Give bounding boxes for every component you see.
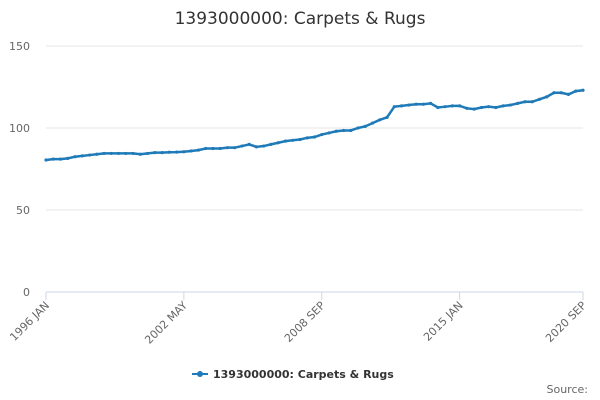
legend-marker <box>197 371 203 377</box>
point <box>124 151 128 156</box>
point <box>298 137 302 142</box>
x-tick-label: 2008 SEP <box>282 299 328 345</box>
point <box>66 156 70 160</box>
point <box>494 105 498 110</box>
point <box>508 103 513 107</box>
point <box>443 105 447 109</box>
point <box>247 142 251 146</box>
point <box>44 158 48 162</box>
point <box>283 139 288 143</box>
point <box>552 91 556 95</box>
y-tick-label: 0 <box>23 286 30 299</box>
line <box>45 89 584 162</box>
point <box>153 151 157 155</box>
point <box>566 92 571 96</box>
point <box>458 104 462 108</box>
point <box>276 141 280 145</box>
x-tick-label: 2002 MAY <box>142 299 190 347</box>
point <box>58 157 63 161</box>
point <box>516 101 520 105</box>
point <box>436 105 440 110</box>
y-tick-label: 100 <box>9 122 30 135</box>
point <box>523 100 527 104</box>
point <box>537 97 542 101</box>
y-tick-label: 150 <box>9 40 30 53</box>
point <box>414 102 418 106</box>
x-tick-label: 2020 SEP <box>543 299 589 345</box>
point <box>530 100 534 104</box>
point <box>320 132 324 137</box>
point <box>429 101 433 105</box>
point <box>87 153 92 157</box>
point <box>574 89 578 93</box>
point <box>240 144 244 148</box>
point <box>204 146 208 151</box>
point <box>487 105 491 109</box>
point <box>189 149 193 153</box>
point <box>327 131 331 135</box>
point <box>378 118 382 122</box>
point <box>305 136 309 140</box>
point <box>421 102 425 106</box>
point <box>145 151 150 156</box>
point <box>291 138 295 142</box>
x-tick-label: 2015 JAN <box>421 299 466 344</box>
point <box>131 151 135 156</box>
point <box>363 124 367 128</box>
point <box>399 104 404 108</box>
point <box>73 155 77 159</box>
point <box>349 128 353 133</box>
point <box>116 151 121 156</box>
point <box>545 95 549 99</box>
point <box>109 151 113 156</box>
point <box>450 104 454 108</box>
point <box>407 103 411 107</box>
point <box>167 150 171 154</box>
point <box>254 145 259 149</box>
point <box>465 106 469 110</box>
point <box>479 105 484 110</box>
point <box>581 88 585 92</box>
point <box>225 146 230 150</box>
point <box>269 142 273 146</box>
point <box>80 154 84 158</box>
point <box>370 121 375 125</box>
point <box>559 91 563 95</box>
point <box>385 115 389 119</box>
point <box>175 150 179 154</box>
point <box>51 157 55 161</box>
point <box>102 151 106 156</box>
point <box>218 146 222 151</box>
point <box>211 146 215 151</box>
point <box>312 135 317 139</box>
point <box>356 126 360 130</box>
point <box>196 148 200 152</box>
x-tick-label: 1996 JAN <box>7 299 52 344</box>
source: Source: <box>547 383 589 396</box>
legend-label: 1393000000: Carpets & Rugs <box>213 368 394 381</box>
point <box>95 152 99 156</box>
point <box>341 128 346 133</box>
point <box>182 150 186 154</box>
point <box>138 152 142 156</box>
point <box>501 104 505 108</box>
y-tick-label: 50 <box>16 204 30 217</box>
point <box>334 129 338 133</box>
point <box>233 146 237 150</box>
chart-title: 1393000000: Carpets & Rugs <box>175 9 426 29</box>
point <box>472 107 476 111</box>
point <box>160 151 164 155</box>
point <box>262 144 266 148</box>
point <box>392 105 396 109</box>
